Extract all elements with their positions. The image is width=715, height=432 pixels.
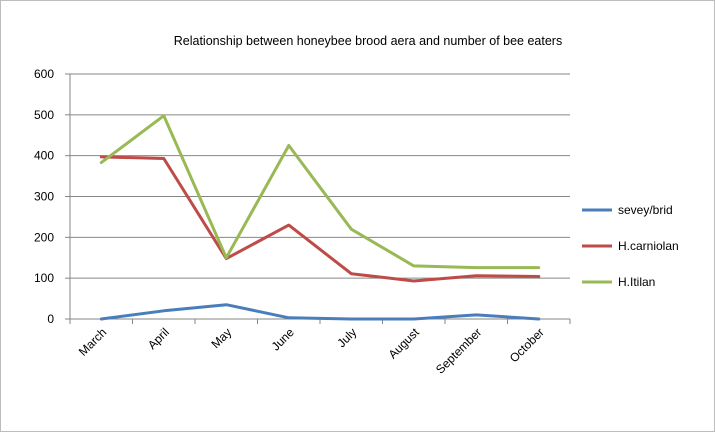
x-tick-label: August [386, 325, 423, 362]
gridlines [70, 73, 570, 279]
chart-title: Relationship between honeybee brood aera… [174, 34, 562, 48]
legend-label: H.carniolan [618, 239, 679, 253]
axes [65, 73, 571, 324]
y-tick-label: 400 [34, 149, 54, 163]
legend-label: H.Itilan [618, 275, 655, 289]
y-tick-label: 0 [47, 312, 54, 326]
x-tick-label: June [269, 325, 298, 354]
x-tick-label: April [145, 325, 172, 352]
legend-label: sevey/brid [618, 203, 673, 217]
series-line [99, 155, 541, 283]
series-line [99, 114, 541, 270]
y-tick-label: 300 [34, 190, 54, 204]
series-line [99, 303, 541, 321]
y-tick-label: 500 [34, 108, 54, 122]
y-tick-label: 600 [34, 67, 54, 81]
x-tick-label: May [208, 325, 234, 351]
x-tick-labels: March April May June July August September Octo… [76, 325, 547, 377]
y-tick-labels: 0 100 200 300 400 500 600 [34, 67, 54, 326]
legend: sevey/brid H.carniolan H.Itilan [582, 203, 679, 289]
x-tick-label: October [507, 325, 547, 365]
y-tick-label: 200 [34, 230, 54, 244]
x-tick-label: September [433, 325, 484, 376]
series-lines [99, 114, 541, 321]
x-tick-label: March [76, 325, 109, 358]
y-tick-label: 100 [34, 271, 54, 285]
x-tick-label: July [334, 325, 359, 350]
